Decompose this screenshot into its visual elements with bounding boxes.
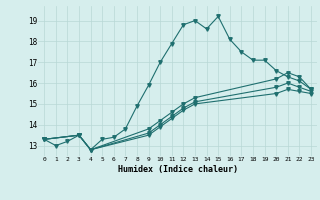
X-axis label: Humidex (Indice chaleur): Humidex (Indice chaleur) [118, 165, 238, 174]
